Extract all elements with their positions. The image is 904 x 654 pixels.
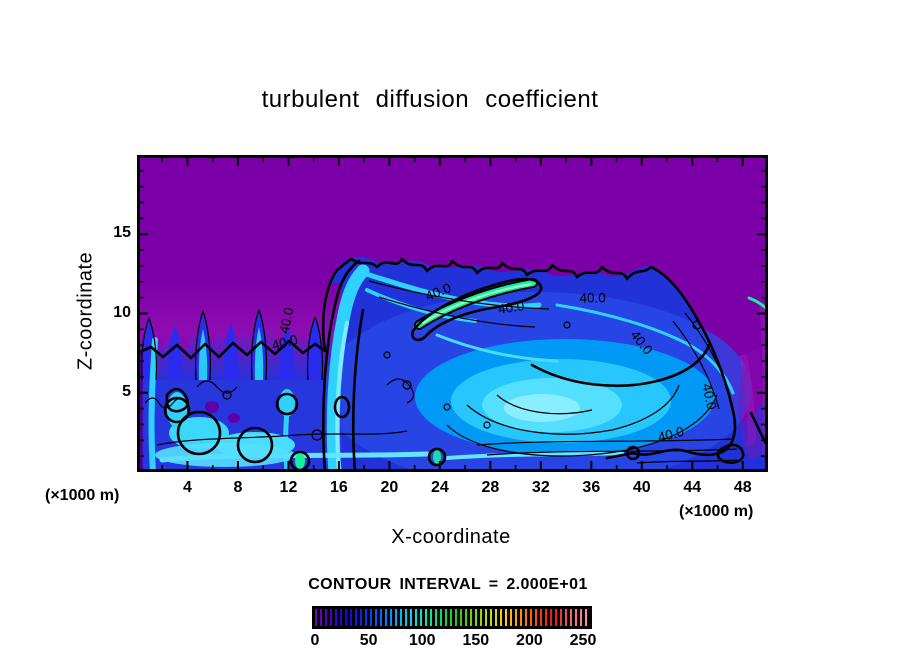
contour-label: 40.0 — [270, 332, 299, 353]
colorbar-stripe — [570, 609, 572, 626]
colorbar-stripe — [525, 609, 527, 626]
field-dark-spot — [228, 413, 240, 423]
colorbar-stripe — [450, 609, 452, 626]
colorbar-stripe — [545, 609, 547, 626]
x-tick-label: 20 — [380, 479, 399, 496]
colorbar-stripe — [430, 609, 432, 626]
contour-label: 40.0 — [699, 382, 719, 411]
colorbar-stripe — [330, 609, 332, 626]
x-tick-label: 8 — [233, 479, 243, 496]
colorbar-stripe — [315, 609, 317, 626]
y-tick-label: 5 — [122, 382, 131, 400]
colorbar-stripe — [565, 609, 567, 626]
x-tick-label: 28 — [481, 479, 500, 496]
colorbar-stripe — [410, 609, 412, 626]
x-tick-label: 48 — [733, 479, 752, 496]
colorbar-stripe — [515, 609, 517, 626]
colorbar-stripe — [585, 609, 587, 626]
colorbar-stripe — [460, 609, 462, 626]
colorbar-stripe — [540, 609, 542, 626]
colorbar-stripe — [530, 609, 532, 626]
colorbar-tick-label: 0 — [310, 632, 320, 649]
colorbar-stripe — [520, 609, 522, 626]
y-tick-label: 10 — [113, 303, 131, 321]
colorbar-stripe — [505, 609, 507, 626]
plot-area: 40.0 40.0 40.0 40.0 40.0 40.0 40.0 40.0 — [137, 155, 768, 472]
x-tick-label: 40 — [632, 479, 651, 496]
colorbar-stripe — [420, 609, 422, 626]
chart-title: turbulent diffusion coefficient — [261, 86, 599, 113]
plot-frame — [137, 155, 768, 472]
colorbar-stripe — [475, 609, 477, 626]
colorbar-stripe — [560, 609, 562, 626]
colorbar-stripe — [375, 609, 377, 626]
colorbar-stripe — [425, 609, 427, 626]
field-green-spot — [295, 453, 305, 469]
colorbar-stripe — [415, 609, 417, 626]
field-green-streak — [414, 278, 768, 330]
y-tick-label: 15 — [113, 224, 131, 242]
colorbar-stripe — [580, 609, 582, 626]
x-tick-label: 36 — [582, 479, 601, 496]
colorbar-stripe — [455, 609, 457, 626]
colorbar-stripe — [370, 609, 372, 626]
colorbar-stripe — [535, 609, 537, 626]
colorbar-tick-label: 50 — [359, 632, 378, 649]
x-tick-label: 4 — [183, 479, 192, 496]
contour-label: 40.0 — [579, 290, 605, 305]
colorbar-stripe — [465, 609, 467, 626]
field-dark-spot — [205, 401, 219, 413]
colorbar-stripe — [385, 609, 387, 626]
colorbar-stripe — [510, 609, 512, 626]
colorbar-stripe — [400, 609, 402, 626]
colorbar-stripe — [490, 609, 492, 626]
colorbar-stripe — [445, 609, 447, 626]
colorbar-stripe — [325, 609, 327, 626]
contour-lines-thin — [140, 280, 738, 464]
x-tick-label: 32 — [531, 479, 550, 496]
colorbar-stripe — [550, 609, 552, 626]
contour-plot: 40.040.040.040.040.040.040.040.0 — [137, 155, 768, 472]
field-cyan-blob — [155, 443, 295, 467]
colorbar-stripe — [480, 609, 482, 626]
contour-label: 40.0 — [497, 298, 525, 317]
colorbar-stripe — [485, 609, 487, 626]
x-tick-label: 24 — [430, 479, 449, 496]
colorbar-tick-label: 100 — [408, 632, 436, 649]
field-green-spot — [433, 450, 441, 464]
colorbar-stripe — [335, 609, 337, 626]
contour-label: 40.0 — [276, 306, 296, 335]
colorbar-stripe — [395, 609, 397, 626]
colorbar-stripe — [365, 609, 367, 626]
colorbar-tick-label: 150 — [462, 632, 490, 649]
colorbar-stripe — [575, 609, 577, 626]
y-axis-units-note: (×1000 m) — [45, 487, 120, 504]
colorbar-stripe — [405, 609, 407, 626]
x-tick-label: 12 — [279, 479, 298, 496]
colorbar-stripe — [390, 609, 392, 626]
colorbar-stripe — [470, 609, 472, 626]
x-axis-units-note: (×1000 m) — [679, 503, 754, 520]
colorbar-stripe — [435, 609, 437, 626]
colorbar-stripe — [350, 609, 352, 626]
colorbar-stripe — [440, 609, 442, 626]
colorbar-stripe — [360, 609, 362, 626]
colorbar-stripe — [495, 609, 497, 626]
colorbar — [312, 606, 592, 629]
colorbar-stripe — [500, 609, 502, 626]
colorbar-tick-label: 200 — [516, 632, 543, 649]
contour-label: 40.0 — [656, 424, 685, 445]
colorbar-tick-label: 250 — [569, 632, 597, 649]
colorbar-stripe — [380, 609, 382, 626]
colorbar-stripe — [340, 609, 342, 626]
colorbar-stripe — [355, 609, 357, 626]
colorbar-stripe — [320, 609, 322, 626]
colorbar-stripe — [555, 609, 557, 626]
x-axis-label: X-coordinate — [391, 526, 511, 548]
colorbar-stripe — [345, 609, 347, 626]
x-tick-label: 16 — [330, 479, 348, 496]
contour-interval-note: CONTOUR INTERVAL = 2.000E+01 — [308, 576, 588, 593]
x-tick-label: 44 — [683, 479, 702, 496]
